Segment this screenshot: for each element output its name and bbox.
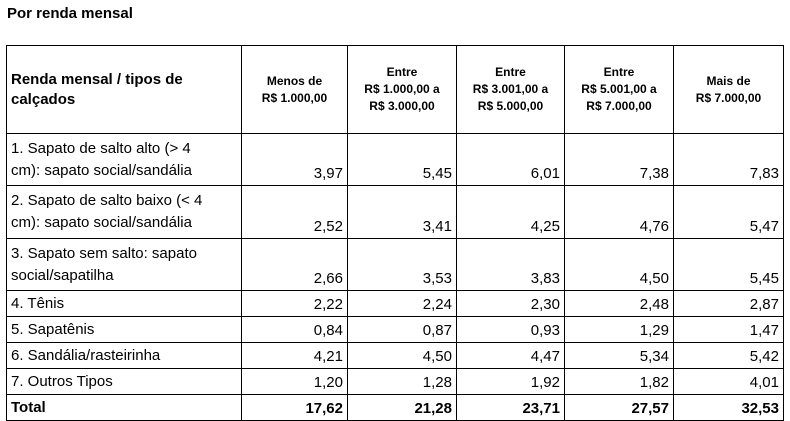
- corner-header-line: calçados: [11, 90, 76, 108]
- table-cell: 2,30: [456, 290, 565, 317]
- row-label: 6. Sandália/rasteirinha: [6, 342, 242, 369]
- total-cell: 32,53: [673, 394, 784, 421]
- table-cell: 2,66: [241, 238, 348, 291]
- total-cell: 23,71: [456, 394, 565, 421]
- table-cell: 5,42: [673, 342, 784, 369]
- column-header-income-over-7000: Mais de R$ 7.000,00: [673, 45, 784, 134]
- row-label-line: 4. Tênis: [11, 294, 65, 312]
- row-label: 1. Sapato de salto alto (> 4 cm): sapato…: [6, 133, 242, 186]
- column-header-income-5001-7000: Entre R$ 5.001,00 a R$ 7.000,00: [564, 45, 674, 134]
- table-cell: 0,87: [347, 316, 457, 343]
- data-table: Renda mensal / tipos de calçados Menos d…: [6, 45, 784, 421]
- table-row: 3. Sapato sem salto: sapato social/sapat…: [6, 238, 784, 291]
- table-cell: 1,29: [564, 316, 674, 343]
- table-cell: 3,53: [347, 238, 457, 291]
- table-cell: 0,93: [456, 316, 565, 343]
- table-cell: 1,47: [673, 316, 784, 343]
- column-header-income-1000-3000: Entre R$ 1.000,00 a R$ 3.000,00: [347, 45, 457, 134]
- row-label-line: social/sapatilha: [11, 266, 114, 284]
- table-cell: 5,47: [673, 185, 784, 239]
- row-label: 2. Sapato de salto baixo (< 4 cm): sapat…: [6, 185, 242, 239]
- table-cell: 0,84: [241, 316, 348, 343]
- row-label: 3. Sapato sem salto: sapato social/sapat…: [6, 238, 242, 291]
- column-header-line: Menos de: [266, 73, 323, 88]
- row-label-line: 3. Sapato sem salto: sapato: [11, 244, 197, 262]
- page-title: Por renda mensal: [7, 5, 133, 22]
- row-label: 5. Sapatênis: [6, 316, 242, 343]
- column-header-line: R$ 3.001,00 a: [472, 82, 549, 96]
- table-cell: 1,20: [241, 368, 348, 395]
- column-header-line: Entre: [495, 65, 526, 79]
- table-cell: 2,87: [673, 290, 784, 317]
- row-label-line: 7. Outros Tipos: [11, 372, 113, 390]
- table-row: 4. Tênis 2,22 2,24 2,30 2,48 2,87: [6, 290, 784, 317]
- table-cell: 2,48: [564, 290, 674, 317]
- table-cell: 5,45: [673, 238, 784, 291]
- table-cell: 4,01: [673, 368, 784, 395]
- table-cell: 6,01: [456, 133, 565, 186]
- column-header-line: Mais de: [706, 73, 751, 88]
- column-header-line: R$ 7.000,00: [586, 99, 652, 113]
- table-cell: 2,22: [241, 290, 348, 317]
- corner-header-line: Renda mensal / tipos de: [11, 70, 183, 88]
- column-header-line: Entre: [603, 65, 635, 79]
- total-label: Total: [6, 394, 242, 421]
- table-cell: 5,34: [564, 342, 674, 369]
- total-cell: 21,28: [347, 394, 457, 421]
- table-cell: 2,24: [347, 290, 457, 317]
- table-cell: 1,28: [347, 368, 457, 395]
- column-header-line: Entre: [386, 65, 418, 79]
- row-label: 4. Tênis: [6, 290, 242, 317]
- table-row: 7. Outros Tipos 1,20 1,28 1,92 1,82 4,01: [6, 368, 784, 395]
- table-row: 1. Sapato de salto alto (> 4 cm): sapato…: [6, 133, 784, 186]
- row-label-line: 6. Sandália/rasteirinha: [11, 346, 161, 364]
- table-cell: 4,76: [564, 185, 674, 239]
- table-cell: 7,38: [564, 133, 674, 186]
- table-cell: 3,83: [456, 238, 565, 291]
- row-label-line: cm): sapato social/sandália: [11, 214, 192, 231]
- total-cell: 27,57: [564, 394, 674, 421]
- table-cell: 5,45: [347, 133, 457, 186]
- column-header-line: R$ 1.000,00: [261, 90, 328, 105]
- table-cell: 2,52: [241, 185, 348, 239]
- table-cell: 4,50: [564, 238, 674, 291]
- table-cell: 4,25: [456, 185, 565, 239]
- table-cell: 7,83: [673, 133, 784, 186]
- column-header-income-under-1000: Menos de R$ 1.000,00: [241, 45, 348, 134]
- table-cell: 3,41: [347, 185, 457, 239]
- row-label-line: cm): sapato social/sandália: [11, 161, 192, 179]
- column-header-line: R$ 7.000,00: [695, 90, 762, 105]
- table-cell: 1,92: [456, 368, 565, 395]
- column-header-line: R$ 5.000,00: [477, 99, 544, 113]
- table-row: 5. Sapatênis 0,84 0,87 0,93 1,29 1,47: [6, 316, 784, 343]
- corner-header: Renda mensal / tipos de calçados: [6, 45, 242, 134]
- table-cell: 3,97: [241, 133, 348, 186]
- column-header-income-3001-5000: Entre R$ 3.001,00 a R$ 5.000,00: [456, 45, 565, 134]
- table-cell: 4,50: [347, 342, 457, 369]
- header-row: Renda mensal / tipos de calçados Menos d…: [6, 45, 784, 134]
- table-row: 2. Sapato de salto baixo (< 4 cm): sapat…: [6, 185, 784, 239]
- column-header-line: R$ 1.000,00 a: [364, 82, 440, 96]
- column-header-line: R$ 5.001,00 a: [581, 82, 657, 96]
- table-cell: 4,21: [241, 342, 348, 369]
- row-label-line: 5. Sapatênis: [11, 320, 95, 338]
- row-label-line: 1. Sapato de salto alto (> 4: [11, 139, 191, 157]
- table-cell: 4,47: [456, 342, 565, 369]
- row-label: 7. Outros Tipos: [6, 368, 242, 395]
- total-cell: 17,62: [241, 394, 348, 421]
- row-label-line: 2. Sapato de salto baixo (< 4: [11, 192, 203, 209]
- column-header-line: R$ 3.000,00: [369, 99, 435, 113]
- table-row: 6. Sandália/rasteirinha 4,21 4,50 4,47 5…: [6, 342, 784, 369]
- total-row: Total 17,62 21,28 23,71 27,57 32,53: [6, 394, 784, 421]
- table-cell: 1,82: [564, 368, 674, 395]
